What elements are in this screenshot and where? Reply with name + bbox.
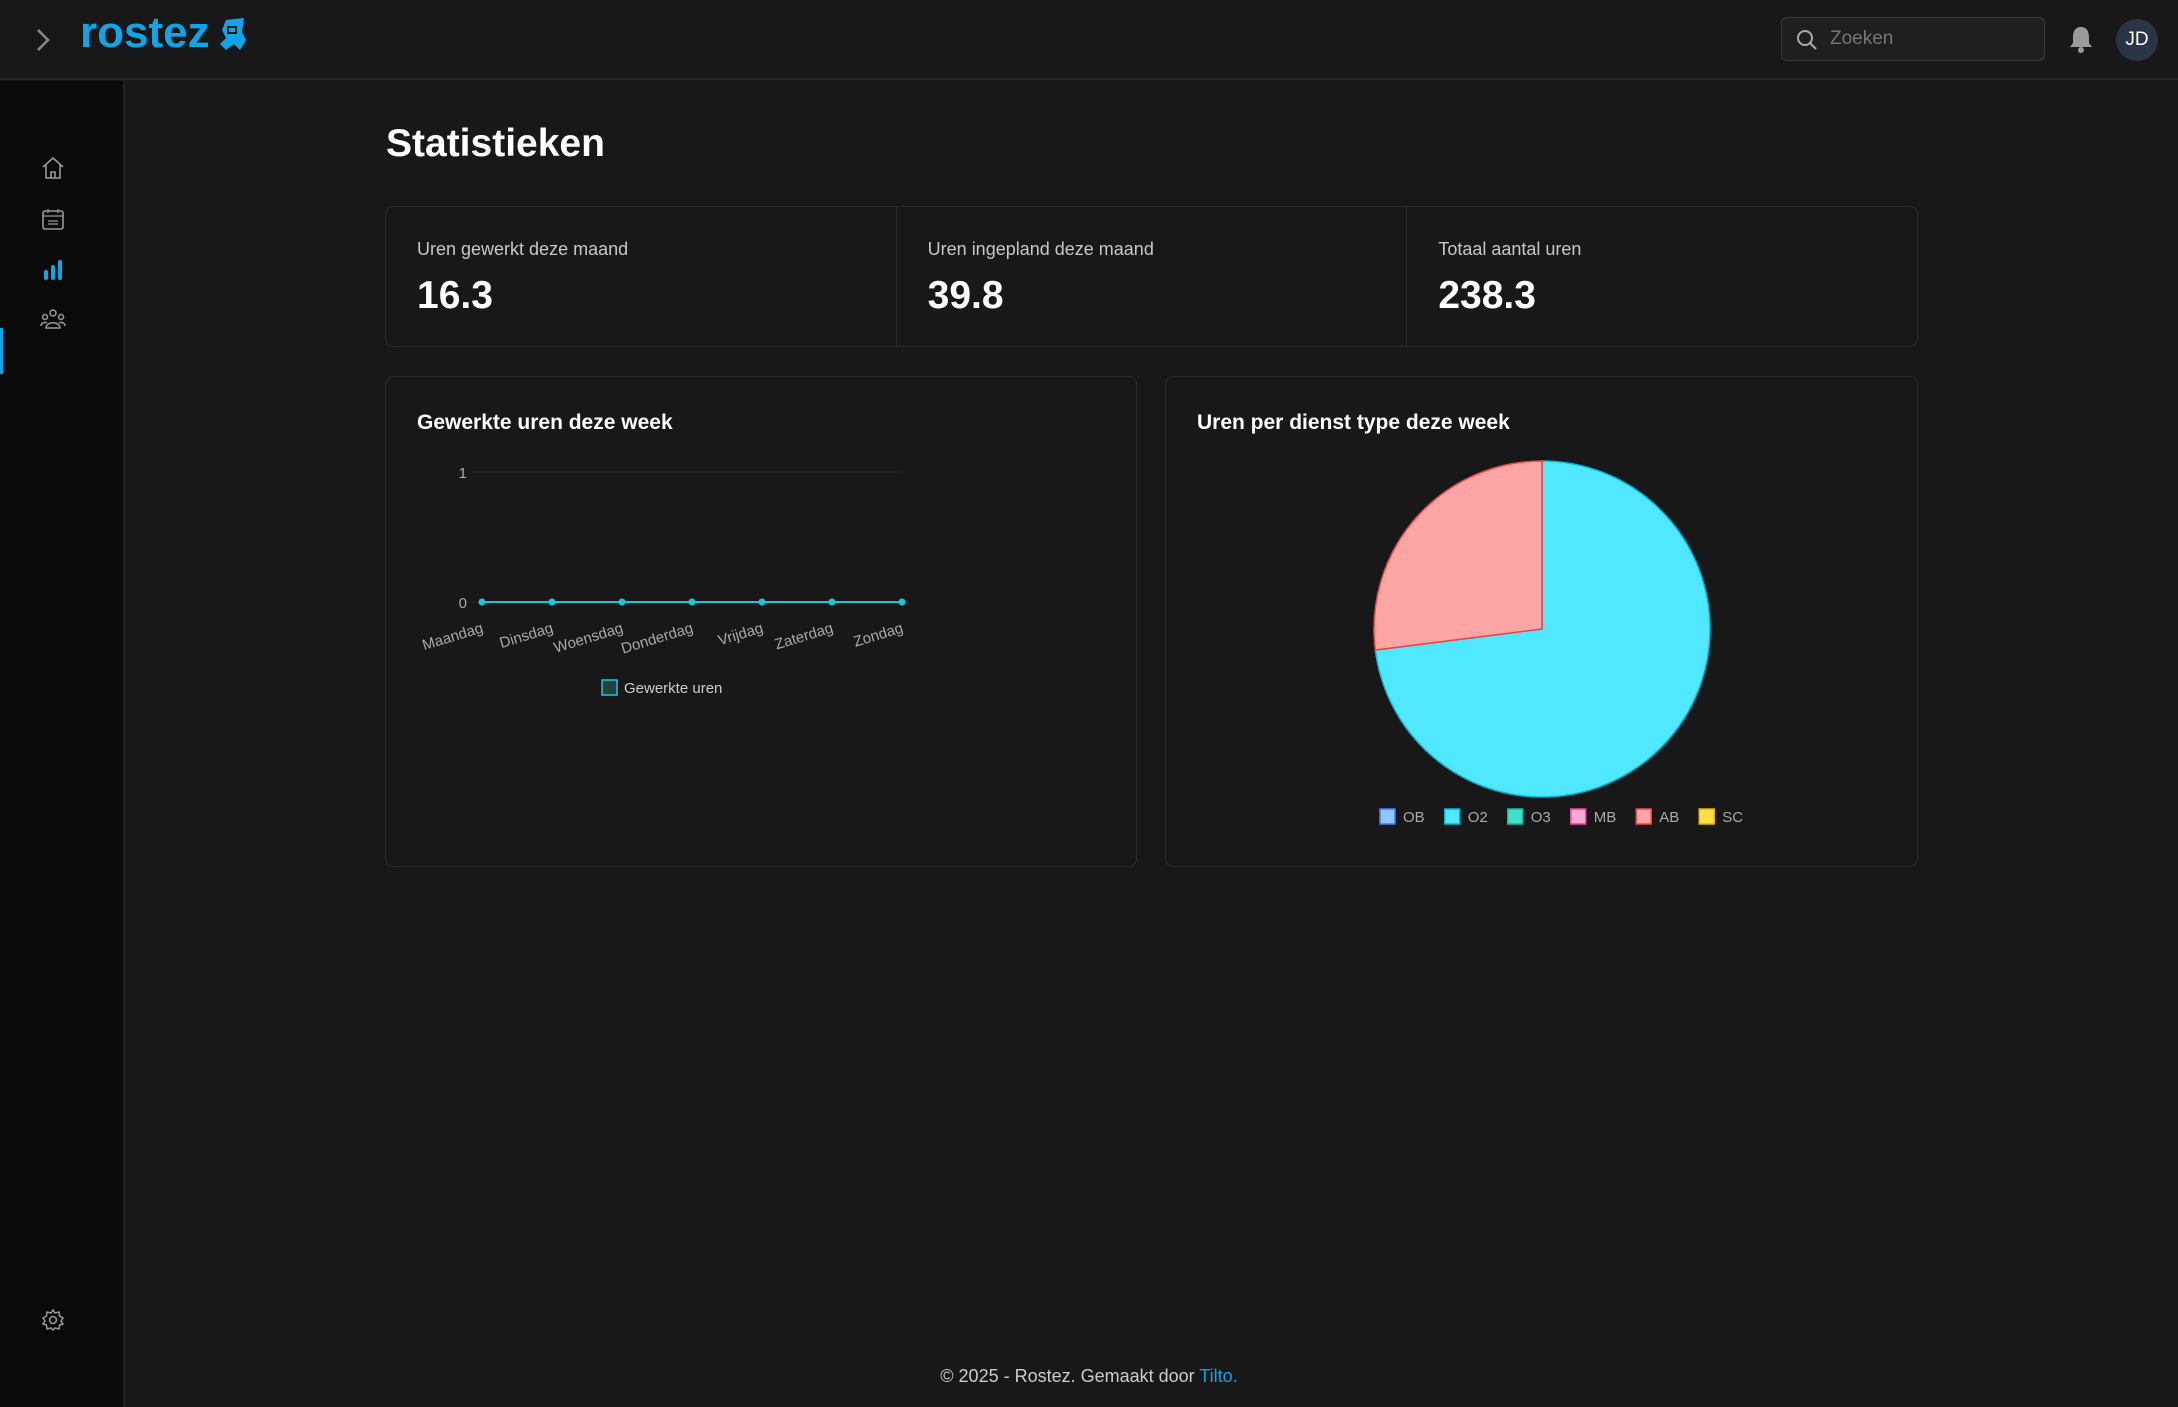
footer-text: © 2025 - Rostez. Gemaakt door xyxy=(940,1366,1195,1386)
data-point xyxy=(898,598,906,606)
header: rostez JD xyxy=(0,0,2178,80)
data-point xyxy=(688,598,696,606)
home-icon xyxy=(42,156,64,179)
footer-link[interactable]: Tilto. xyxy=(1199,1366,1238,1386)
stat-value: 16.3 xyxy=(417,274,493,317)
users-icon xyxy=(40,309,66,329)
legend-label: MB xyxy=(1594,809,1617,826)
y-tick-label: 0 xyxy=(459,595,467,612)
legend-label: OB xyxy=(1403,809,1425,826)
legend-swatch xyxy=(601,679,618,696)
data-point xyxy=(618,598,626,606)
legend-swatch xyxy=(1506,808,1524,825)
legend-swatch xyxy=(1379,808,1396,825)
expand-sidebar-chevron-icon[interactable] xyxy=(32,24,56,56)
stat-total-hours: Totaal aantal uren 238.3 xyxy=(1407,207,1917,346)
calendar-icon xyxy=(42,209,64,230)
sidebar-item-statistics[interactable] xyxy=(36,253,70,287)
active-indicator xyxy=(0,328,3,374)
legend-swatch xyxy=(1635,808,1652,825)
search-icon xyxy=(1797,30,1817,50)
data-point xyxy=(548,598,556,606)
data-point xyxy=(478,598,486,606)
stat-label: Totaal aantal uren xyxy=(1438,239,1582,259)
stat-label: Uren ingepland deze maand xyxy=(927,239,1154,259)
footer: © 2025 - Rostez. Gemaakt door Tilto. xyxy=(0,1366,2178,1387)
legend-swatch xyxy=(1698,808,1715,825)
logo[interactable]: rostez xyxy=(80,8,210,57)
page-title: Statistieken xyxy=(386,122,605,165)
card-title: Gewerkte uren deze week xyxy=(417,411,673,434)
x-tick-label: Dinsdag xyxy=(498,620,556,652)
stats-panel: Uren gewerkt deze maand 16.3 Uren ingepla… xyxy=(385,206,1918,347)
x-tick-label: Zaterdag xyxy=(773,620,835,654)
y-tick-label: 1 xyxy=(459,465,467,482)
gear-icon xyxy=(41,1308,65,1332)
x-tick-label: Maandag xyxy=(420,620,485,655)
weekly-hours-card: Gewerkte uren deze week 0 1 Maandag Dinsdag… xyxy=(385,376,1137,867)
shift-type-card: Uren per dienst type deze week OB O2 O3 MB A… xyxy=(1165,376,1918,867)
data-point xyxy=(828,598,836,606)
x-tick-label: Vrijdag xyxy=(716,620,765,650)
sidebar-item-home[interactable] xyxy=(36,151,70,185)
stat-value: 39.8 xyxy=(927,274,1004,317)
search-input[interactable] xyxy=(1830,18,2030,60)
stat-label: Uren gewerkt deze maand xyxy=(417,239,629,259)
x-tick-label: Woensdag xyxy=(552,620,625,657)
legend-swatch xyxy=(1443,808,1461,825)
stat-planned-month: Uren ingepland deze maand 39.8 xyxy=(897,207,1408,346)
bar-chart-icon xyxy=(44,260,62,280)
shift-type-pie-chart: OB O2 O3 MB AB SC xyxy=(1373,460,1743,826)
stat-value: 238.3 xyxy=(1438,274,1536,317)
bell-icon[interactable] xyxy=(2068,25,2094,53)
data-point xyxy=(758,598,766,606)
legend-swatch xyxy=(1569,808,1587,825)
x-tick-label: Donderdag xyxy=(619,620,695,658)
legend-label: Gewerkte uren xyxy=(624,680,722,697)
logo-mascot-icon xyxy=(220,18,246,50)
legend-label: O2 xyxy=(1468,809,1488,826)
search-box[interactable] xyxy=(1781,17,2045,61)
legend-label: SC xyxy=(1722,809,1743,826)
card-title: Uren per dienst type deze week xyxy=(1197,411,1510,434)
sidebar-item-calendar[interactable] xyxy=(36,202,70,236)
legend-label: O3 xyxy=(1531,809,1551,826)
x-tick-label: Zondag xyxy=(852,620,906,651)
sidebar-item-settings[interactable] xyxy=(36,1303,70,1337)
pie-slice-ab xyxy=(1373,460,1543,651)
sidebar xyxy=(0,81,125,1407)
stat-worked-month: Uren gewerkt deze maand 16.3 xyxy=(386,207,897,346)
legend-label: AB xyxy=(1659,809,1679,826)
avatar[interactable]: JD xyxy=(2116,19,2158,61)
sidebar-item-team[interactable] xyxy=(36,303,70,337)
